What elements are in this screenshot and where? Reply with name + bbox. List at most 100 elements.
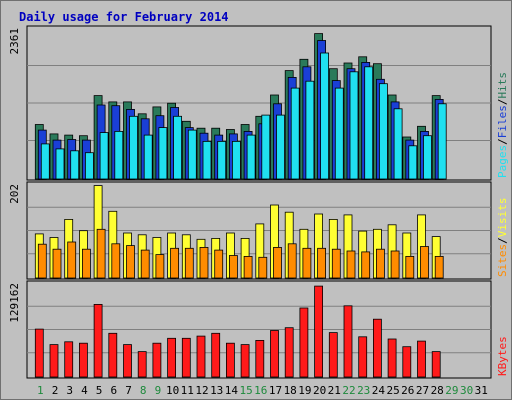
bar-kbytes-day-17 [270,330,279,378]
bar-pages-day-23 [364,66,374,180]
bar-kbytes-day-24 [372,318,382,378]
bar-sites-day-26 [405,255,415,279]
day-label-4: 4 [81,384,88,397]
bar-pages-day-2 [55,148,65,180]
bar-kbytes-day-11 [181,337,191,378]
day-label-13: 13 [210,384,223,397]
bar-kbytes-day-21 [328,332,338,378]
bar-pages-day-19 [305,80,315,180]
chart-panels: 2361Pages/Files/Hits202Sites/Visits12916… [8,25,509,379]
day-label-16: 16 [254,384,267,397]
bar-pages-day-25 [393,108,403,180]
bar-sites-day-16 [258,256,268,279]
bar-kbytes-day-15 [240,344,250,378]
bar-pages-day-12 [202,140,212,180]
bar-kbytes-day-19 [299,307,309,378]
bar-pages-day-5 [99,132,109,180]
bar-kbytes-day-18 [284,327,294,378]
day-label-22: 22 [342,384,355,397]
bar-pages-day-17 [276,114,285,180]
bar-sites-day-25 [390,250,400,279]
day-label-23: 23 [357,384,370,397]
bar-sites-day-18 [287,243,297,279]
bar-kbytes-day-1 [34,328,44,378]
panel-kbytes: 129162 KBytes [8,280,509,379]
legend: KBytes [496,336,509,376]
bar-pages-day-27 [423,135,432,180]
day-label-20: 20 [313,384,326,397]
bar-sites-day-27 [420,246,429,279]
bar-sites-day-3 [67,241,77,279]
bar-kbytes-day-25 [387,338,397,378]
bar-pages-day-9 [158,127,168,180]
legend-entry: Pages [496,145,509,178]
bar-sites-day-13 [214,249,224,279]
day-label-17: 17 [269,384,282,397]
legend-entry: Visits [496,198,509,238]
legend-entry: / [496,237,509,244]
bar-pages-day-4 [85,152,94,180]
chart-title: Daily usage for February 2014 [19,10,229,24]
day-label-10: 10 [166,384,179,397]
day-label-15: 15 [239,384,252,397]
bar-pages-day-16 [261,114,271,180]
bar-kbytes-day-10 [167,337,177,378]
day-label-29: 29 [445,384,458,397]
day-label-25: 25 [386,384,399,397]
bar-sites-day-10 [170,247,180,279]
bar-kbytes-day-23 [358,336,368,378]
bar-pages-day-15 [246,134,256,180]
day-label-28: 28 [431,384,444,397]
bar-kbytes-day-2 [49,344,59,378]
day-label-11: 11 [181,384,194,397]
bar-kbytes-day-5 [93,303,103,378]
legend: Pages/Files/Hits [496,72,509,178]
bar-pages-day-18 [290,87,300,180]
bar-sites-day-5 [96,228,106,279]
day-label-24: 24 [372,384,386,397]
bar-sites-day-11 [184,247,194,279]
ymax-label: 2361 [8,28,21,55]
bar-pages-day-26 [408,145,418,180]
bar-sites-day-15 [243,255,253,279]
bar-kbytes-day-4 [79,342,88,378]
legend-entry: / [496,99,509,106]
bar-kbytes-day-27 [417,340,426,378]
bar-sites-day-6 [111,243,121,279]
bar-sites-day-4 [82,248,91,279]
bar-pages-day-20 [320,52,330,180]
bar-sites-day-14 [228,255,238,279]
bar-sites-day-22 [346,250,356,279]
bar-pages-day-6 [114,130,124,180]
bar-sites-day-2 [52,248,62,279]
legend-entry: KBytes [496,336,509,376]
bar-sites-day-7 [126,245,135,279]
bar-kbytes-day-9 [152,342,162,378]
bar-pages-day-3 [70,150,80,180]
bar-sites-day-9 [155,254,165,279]
bar-pages-day-21 [334,87,344,180]
bar-kbytes-day-20 [314,285,324,378]
bar-kbytes-day-13 [211,332,221,378]
bar-pages-day-1 [40,143,50,180]
ymax-label: 129162 [8,283,21,323]
bar-kbytes-day-14 [225,342,235,378]
bar-pages-day-7 [129,115,138,180]
day-label-2: 2 [52,384,59,397]
bar-sites-day-21 [331,248,341,279]
bar-kbytes-day-16 [255,339,265,378]
legend-entry: Sites [496,244,509,277]
day-label-14: 14 [225,384,239,397]
bar-sites-day-23 [361,251,371,279]
legend-entry: Hits [496,72,509,99]
bar-sites-day-28 [434,255,444,279]
bar-kbytes-day-26 [402,346,412,378]
day-label-21: 21 [328,384,341,397]
ymax-label: 202 [8,184,21,204]
bar-kbytes-day-8 [137,351,147,378]
bar-sites-day-19 [302,247,312,279]
bar-kbytes-day-7 [123,344,132,378]
